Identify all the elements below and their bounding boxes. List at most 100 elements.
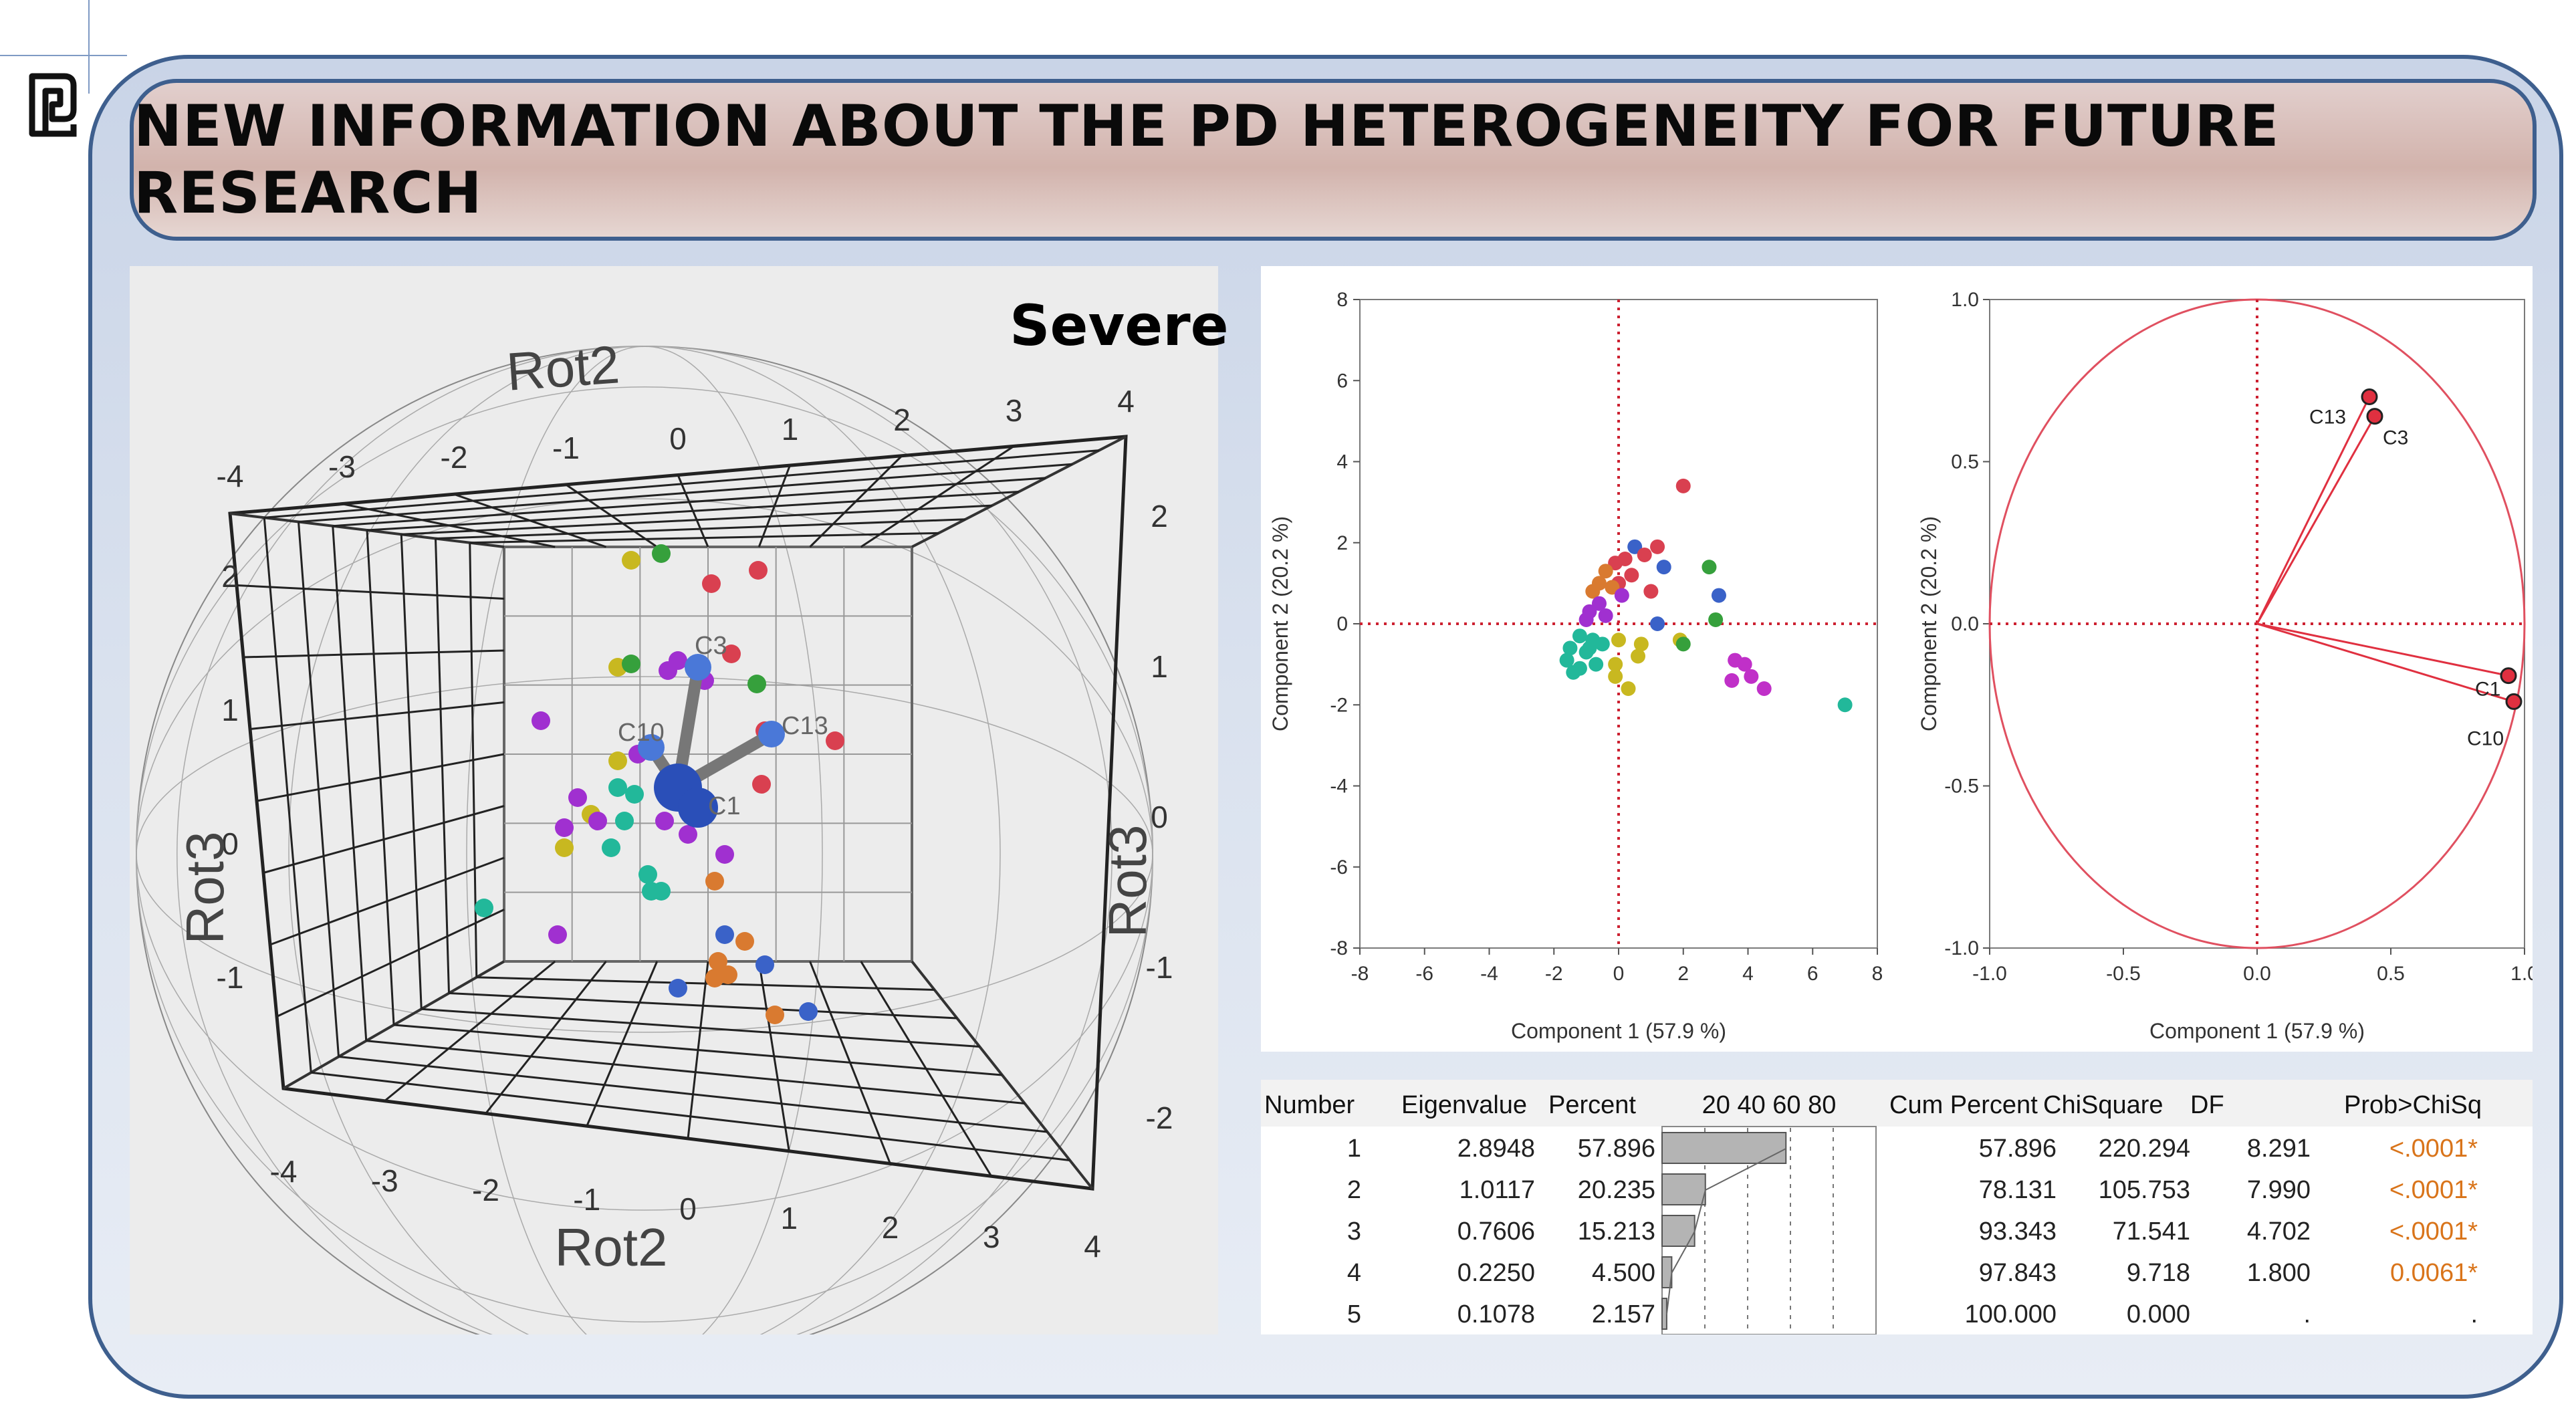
score-point — [1675, 636, 1691, 652]
publisher-logo-icon — [29, 73, 77, 137]
rot2-axis-label-top: Rot2 — [505, 334, 622, 402]
cell-prob: <.0001* — [2389, 1217, 2478, 1246]
loading-point — [2505, 693, 2523, 710]
vector-label: C10 — [618, 719, 665, 747]
data-point-3d — [638, 865, 657, 884]
cell-cum-percent: 97.843 — [1979, 1259, 2057, 1287]
x-axis-label: Component 1 (57.9 %) — [2149, 1019, 2365, 1043]
table-header-cell: Prob>ChiSq — [2344, 1091, 2482, 1119]
loading-label: C10 — [2467, 727, 2504, 749]
score-point — [1711, 588, 1726, 603]
y-tick-label: -1.0 — [1944, 937, 1979, 959]
data-point-3d — [752, 775, 771, 794]
score-point — [1611, 632, 1626, 648]
scree-curve — [1665, 1148, 1786, 1315]
rot2-top-tick: -4 — [217, 459, 244, 493]
data-point-3d — [652, 544, 671, 563]
x-tick-label: 0.0 — [2243, 963, 2271, 985]
table-header-cell: Eigenvalue — [1401, 1091, 1527, 1119]
grid-line — [401, 504, 993, 536]
data-point-3d — [705, 872, 724, 891]
score-point — [1566, 665, 1581, 680]
data-point-3d — [715, 925, 734, 944]
cell-df: 1.800 — [2247, 1259, 2311, 1287]
rot2-bottom-tick: -1 — [573, 1182, 600, 1217]
score-point — [1562, 640, 1578, 656]
rot3-left-tick: -1 — [217, 960, 244, 995]
vector-origin — [678, 788, 718, 828]
score-point — [1675, 478, 1691, 493]
loading-label: C13 — [2309, 406, 2346, 429]
cell-eigenvalue: 0.7606 — [1457, 1217, 1535, 1246]
score-plot: -8 -6 -4 -2 0 2 4 6 8 8 6 4 2 0 -2 -4 -6 -8 Component 1 (5… — [1261, 266, 1909, 1052]
y-tick-label: -8 — [1330, 937, 1348, 959]
pca-3d-svg[interactable]: -4 -3 -2 -1 0 1 2 3 4 -4 -3 -2 -1 0 1 2 3 4 2 1 0 -1 2 1 0 -1 -2 Ro… — [130, 266, 1218, 1363]
data-point-3d — [709, 952, 727, 971]
cell-chisquare: 71.541 — [2113, 1217, 2190, 1246]
data-point-3d — [555, 818, 574, 837]
loading-label: C1 — [2475, 679, 2500, 701]
rot3-right-tick: -2 — [1146, 1100, 1173, 1135]
score-point — [1631, 649, 1646, 664]
grid-line — [476, 976, 935, 991]
score-point — [1572, 628, 1587, 644]
rot2-bottom-tick: 3 — [983, 1219, 1000, 1254]
grid-line — [449, 992, 957, 1020]
score-point — [1559, 653, 1574, 668]
data-point-3d — [766, 1006, 784, 1024]
score-point — [1608, 657, 1623, 672]
score-point — [1598, 608, 1613, 623]
rot2-bottom-tick: 1 — [780, 1201, 798, 1236]
cell-df: . — [2303, 1300, 2311, 1328]
cell-chisquare: 220.294 — [2099, 1135, 2190, 1163]
cell-prob: . — [2470, 1300, 2478, 1328]
score-plot-svg: -8 -6 -4 -2 0 2 4 6 8 8 6 4 2 0 -2 -4 -6 -8 Component 1 (5… — [1268, 289, 1883, 1043]
data-point-3d — [608, 778, 627, 797]
grid-line — [860, 961, 993, 1177]
x-tick-label: 0.5 — [2377, 963, 2405, 985]
y-tick-label: 4 — [1336, 451, 1348, 473]
cell-df: 8.291 — [2247, 1135, 2311, 1163]
score-point — [1650, 539, 1665, 554]
score-point — [1744, 669, 1759, 684]
data-point-3d — [799, 1002, 818, 1021]
rot2-top-tick: 3 — [1006, 393, 1023, 428]
data-point-3d — [588, 812, 607, 830]
data-point-3d — [548, 925, 567, 944]
rot2-top-tick: 2 — [893, 402, 911, 437]
grid-line — [435, 538, 450, 994]
y-tick-label: 0.5 — [1951, 451, 1979, 473]
vector-head — [685, 654, 711, 681]
data-point-3d — [719, 965, 737, 984]
cell-cum-percent: 78.131 — [1979, 1176, 2057, 1204]
cell-cum-percent: 100.000 — [1965, 1300, 2057, 1328]
y-tick-label: 6 — [1336, 370, 1348, 392]
table-header-cell: Number — [1264, 1091, 1355, 1119]
cell-chisquare: 0.000 — [2127, 1300, 2190, 1328]
y-tick-label: 2 — [1336, 532, 1348, 554]
loading-vector — [2256, 396, 2371, 624]
grid-line — [809, 455, 903, 548]
grid-line — [435, 518, 966, 540]
x-tick-label: 2 — [1677, 963, 1689, 985]
y-tick-label: 1.0 — [1951, 289, 1979, 311]
cell-df: 4.702 — [2247, 1217, 2311, 1246]
cell-prob: 0.0061* — [2390, 1259, 2478, 1287]
score-point — [1608, 669, 1623, 684]
score-point — [1589, 657, 1604, 672]
data-point-3d — [679, 825, 697, 844]
cell-prob: <.0001* — [2389, 1135, 2478, 1163]
grid-line — [269, 856, 505, 946]
vector-label: C3 — [695, 632, 727, 660]
grid-line — [256, 753, 505, 802]
cell-percent: 57.896 — [1578, 1135, 1655, 1163]
front-face — [228, 435, 1128, 1191]
y-axis-label: Component 2 (20.2 %) — [1917, 516, 1941, 731]
cell-percent: 15.213 — [1578, 1217, 1655, 1246]
loading-vector — [2256, 622, 2514, 703]
loading-plot-svg: -1.0 -0.5 0.0 0.5 1.0 1.0 0.5 0.0 -0.5 -1.0 C13 C3 C… — [1917, 289, 2539, 1043]
pca-3d-plot[interactable]: -4 -3 -2 -1 0 1 2 3 4 -4 -3 -2 -1 0 1 2 3 4 2 1 0 -1 2 1 0 -1 -2 Ro… — [130, 266, 1218, 1363]
cell-eigenvalue: 0.2250 — [1457, 1259, 1535, 1287]
score-point — [1595, 636, 1610, 652]
severity-label: Severe — [1010, 293, 1229, 358]
